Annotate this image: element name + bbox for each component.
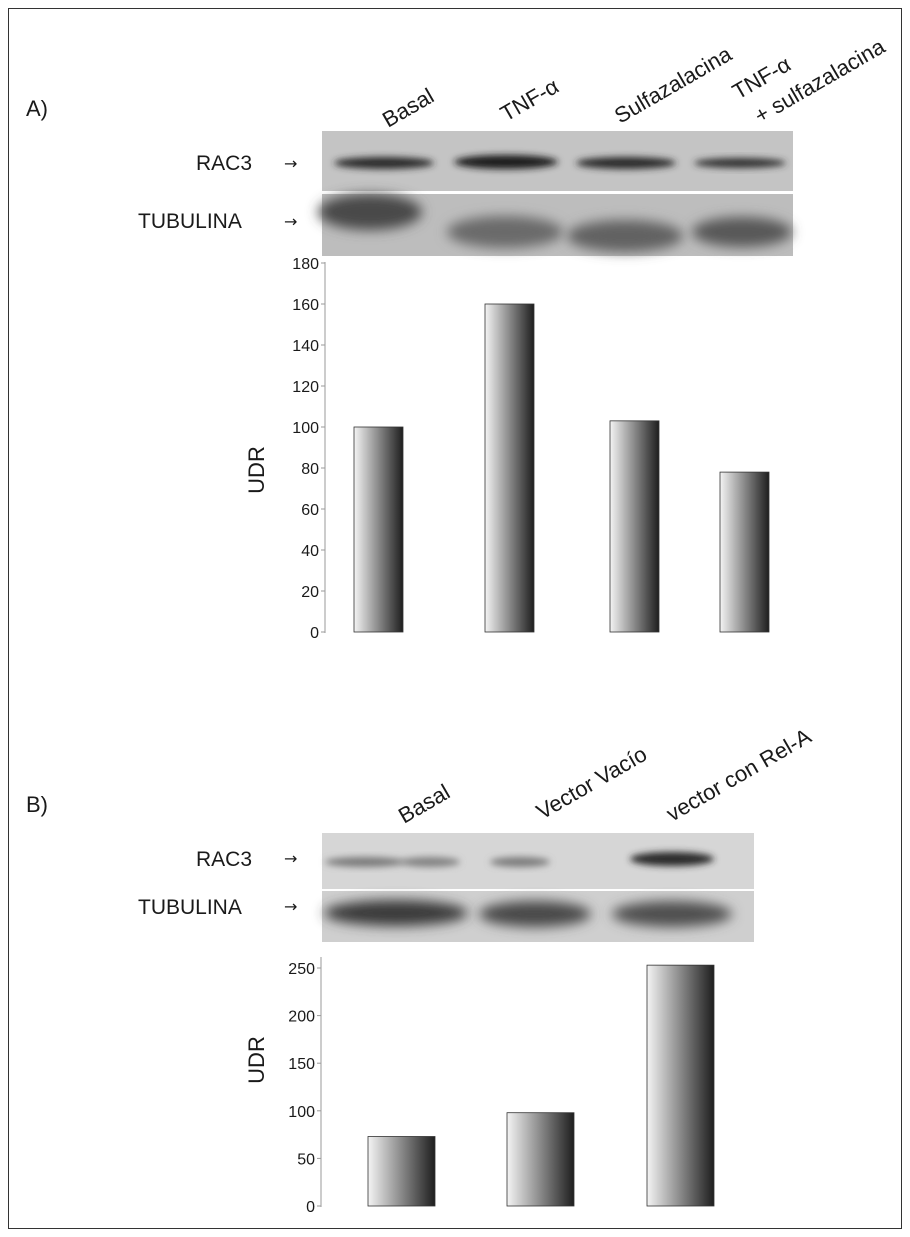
panel-b-y-axis-label: UDR xyxy=(244,1036,269,1084)
panel-b-label: B) xyxy=(26,792,48,817)
panel-a-rac3-arrow: → xyxy=(284,154,297,173)
panel-b-lane-label-vector-vacio: Vector Vacío xyxy=(532,741,651,824)
figure-frame xyxy=(8,8,902,1229)
y-tick-label: 120 xyxy=(292,379,319,396)
panel-a: A) Basal TNF-α Sulfazalacina TNF-α + sul… xyxy=(26,33,890,642)
bar-basal xyxy=(367,1136,436,1207)
y-tick-label: 0 xyxy=(310,625,319,642)
y-tick-label: 0 xyxy=(306,1199,315,1216)
y-tick-label: 140 xyxy=(292,338,319,355)
panel-b-tubulina-label: TUBULINA xyxy=(138,896,242,919)
panel-b: B) Basal Vector Vacío vector con Rel-A R… xyxy=(26,723,816,1216)
y-tick-label: 80 xyxy=(301,461,319,478)
panel-a-tubulina-label: TUBULINA xyxy=(138,210,242,233)
y-tick-label: 20 xyxy=(301,584,319,601)
panel-b-tubulina-arrow: → xyxy=(284,897,297,916)
panel-a-tubulina-blot xyxy=(318,194,793,256)
panel-a-lane-label-tnf: TNF-α xyxy=(496,73,563,126)
bar-basal xyxy=(353,426,404,633)
y-tick-label: 200 xyxy=(288,1009,315,1026)
panel-b-tubulina-blot xyxy=(322,891,754,942)
bar-sulfazalacina xyxy=(609,420,660,633)
panel-b-lane-label-basal: Basal xyxy=(394,779,454,828)
panel-a-y-axis-label: UDR xyxy=(244,446,269,494)
bar-vector-vac-o xyxy=(506,1112,575,1207)
panel-a-rac3-label: RAC3 xyxy=(196,152,252,175)
panel-a-rac3-blot xyxy=(322,131,793,191)
y-tick-label: 50 xyxy=(297,1151,315,1168)
y-tick-label: 250 xyxy=(288,961,315,978)
panel-b-rac3-arrow: → xyxy=(284,849,297,868)
y-tick-label: 60 xyxy=(301,502,319,519)
bar-tnf- xyxy=(484,303,535,633)
panel-b-rac3-blot xyxy=(322,833,754,889)
bar-vector-con-rel-a xyxy=(646,964,715,1207)
panel-a-label: A) xyxy=(26,96,48,121)
y-tick-label: 150 xyxy=(288,1056,315,1073)
panel-a-bar-chart: UDR 0 20 40 60 80 100 120 140 160 180 xyxy=(244,256,770,642)
panel-b-rac3-label: RAC3 xyxy=(196,848,252,871)
panel-a-lane-label-basal: Basal xyxy=(378,83,438,132)
bar-tnf-sulfazalacina xyxy=(719,471,770,633)
y-tick-label: 180 xyxy=(292,256,319,273)
y-tick-label: 100 xyxy=(292,420,319,437)
panel-a-tubulina-arrow: → xyxy=(284,212,297,231)
panel-b-bar-chart: UDR 0 50 100 150 200 250 xyxy=(244,957,715,1216)
panel-b-lane-label-rel-a: vector con Rel-A xyxy=(662,723,816,826)
y-tick-label: 40 xyxy=(301,543,319,560)
y-tick-label: 100 xyxy=(288,1104,315,1121)
panel-a-lane-label-sulfazalacina: Sulfazalacina xyxy=(610,41,736,128)
y-tick-label: 160 xyxy=(292,297,319,314)
